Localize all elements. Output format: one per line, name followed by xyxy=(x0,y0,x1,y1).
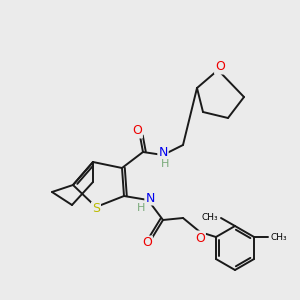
Text: N: N xyxy=(145,191,155,205)
Text: S: S xyxy=(92,202,100,215)
Text: H: H xyxy=(161,159,169,169)
Text: CH₃: CH₃ xyxy=(201,212,218,221)
Text: O: O xyxy=(195,232,205,244)
Text: H: H xyxy=(137,203,145,213)
Text: N: N xyxy=(158,146,168,160)
Text: O: O xyxy=(142,236,152,250)
Text: O: O xyxy=(215,61,225,74)
Text: O: O xyxy=(132,124,142,137)
Text: CH₃: CH₃ xyxy=(270,232,287,242)
